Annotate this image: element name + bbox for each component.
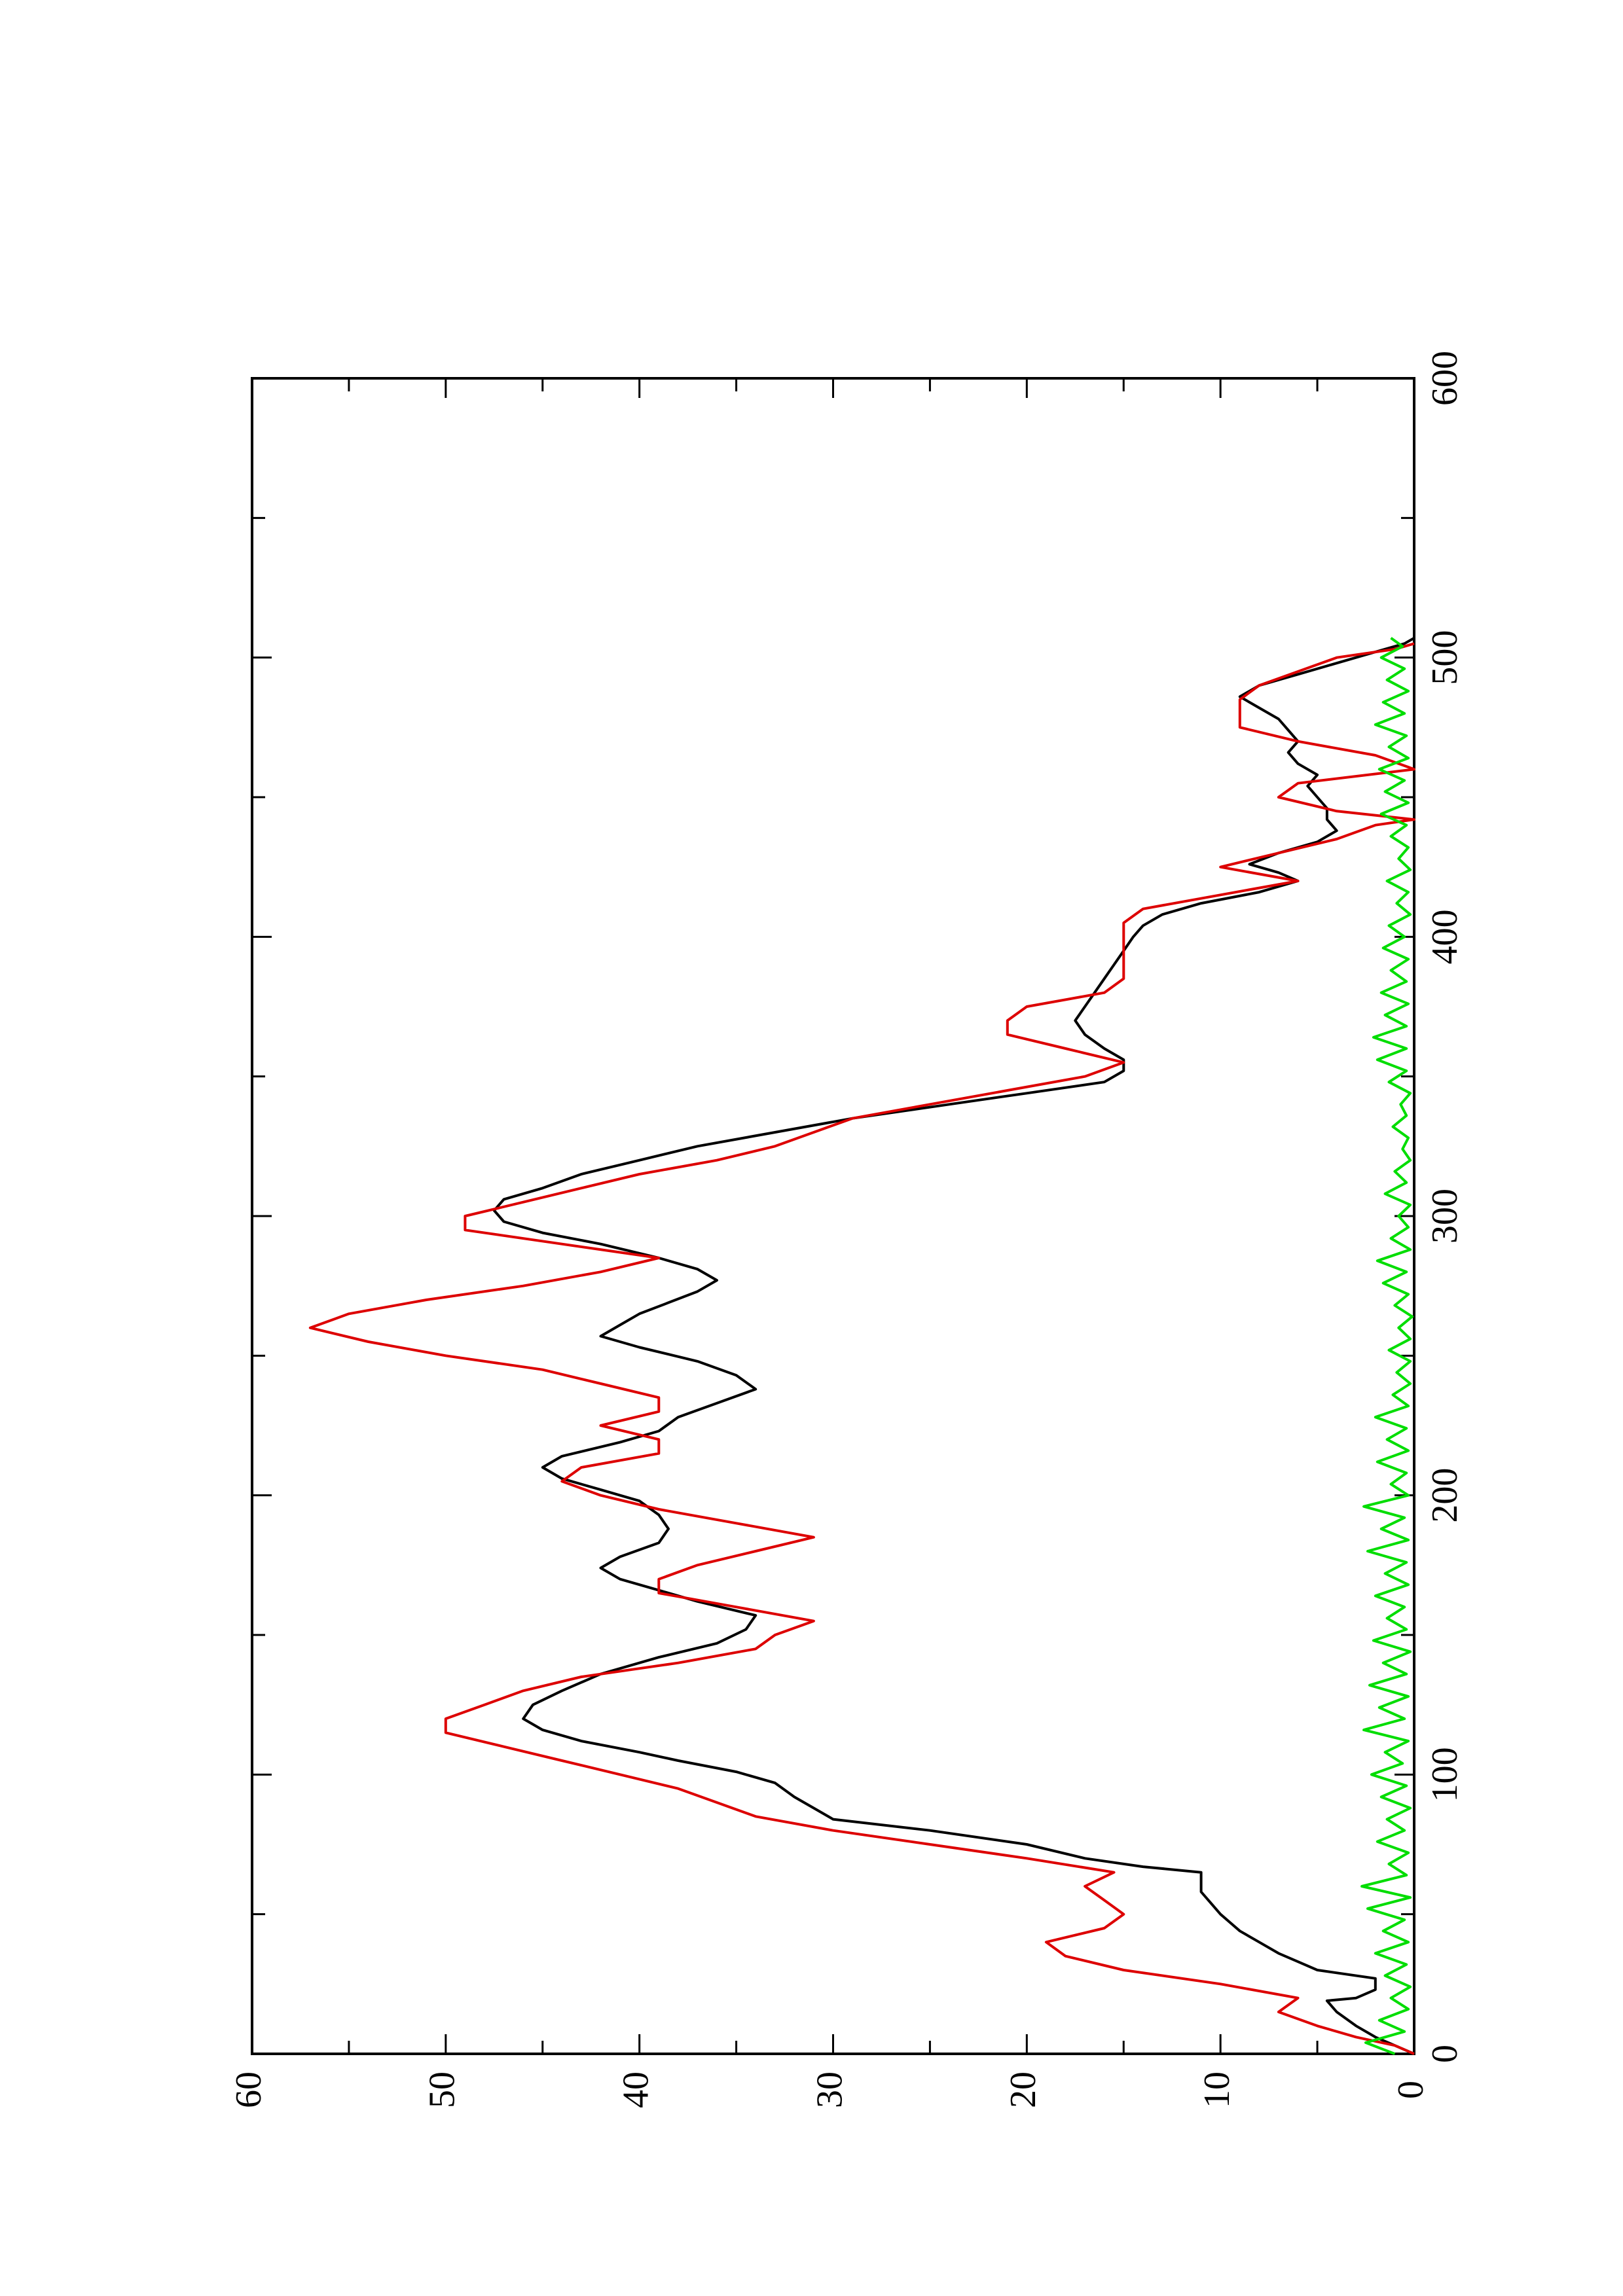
y-tick-label: 30 bbox=[809, 2072, 850, 2108]
x-tick-label: 500 bbox=[1425, 630, 1465, 685]
x-tick-label: 200 bbox=[1425, 1468, 1465, 1523]
y-tick-label: 50 bbox=[422, 2072, 463, 2108]
series-line-red bbox=[308, 642, 1415, 2055]
y-tick-label: 20 bbox=[1003, 2072, 1044, 2108]
x-tick-label: 400 bbox=[1425, 909, 1465, 964]
y-tick-label: 10 bbox=[1197, 2072, 1237, 2108]
x-tick-label: 0 bbox=[1425, 2045, 1465, 2063]
plot-frame bbox=[251, 377, 1415, 2055]
series-line-black bbox=[492, 637, 1415, 2055]
series-line-green bbox=[1360, 637, 1413, 2055]
x-tick-label: 600 bbox=[1425, 351, 1465, 406]
y-tick-label: 0 bbox=[1391, 2081, 1431, 2099]
x-tick-label: 300 bbox=[1425, 1189, 1465, 1244]
plot-layer: 0 100 200 300 400 500 600 0 10 20 30 40 50 60 bbox=[228, 351, 1465, 2108]
y-tick-label: 40 bbox=[616, 2072, 657, 2108]
x-tick-label: 100 bbox=[1425, 1747, 1465, 1802]
y-tick-label: 60 bbox=[228, 2072, 269, 2108]
